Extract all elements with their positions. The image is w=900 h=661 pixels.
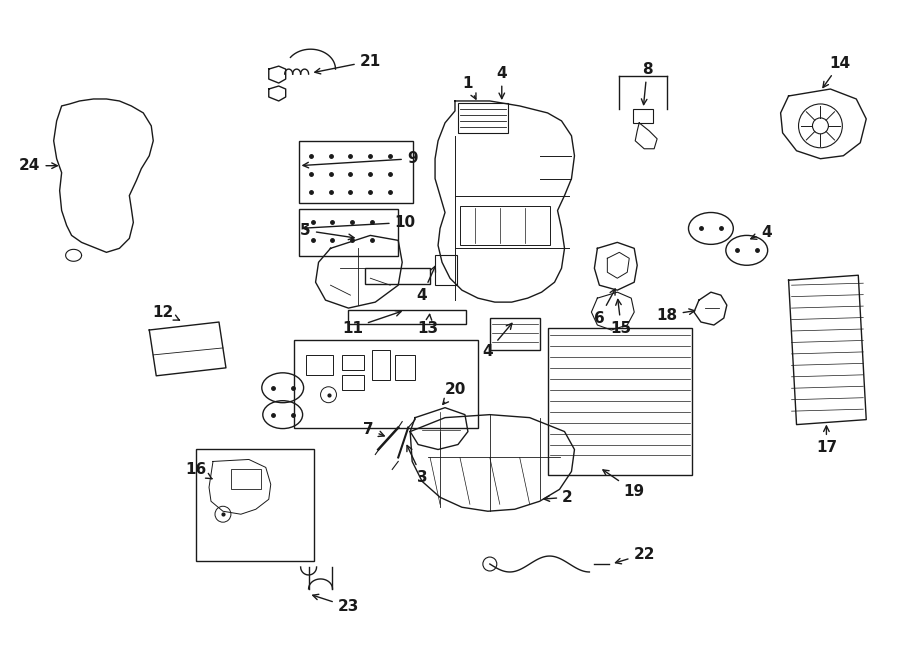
Text: 4: 4 — [497, 65, 507, 98]
Text: 20: 20 — [443, 382, 465, 405]
Text: 9: 9 — [303, 151, 418, 168]
Text: 19: 19 — [603, 470, 644, 499]
Bar — [547, 328, 692, 475]
Text: 7: 7 — [363, 422, 384, 437]
Bar — [458, 103, 508, 133]
Bar — [395, 355, 415, 380]
Bar — [299, 208, 398, 256]
Bar — [460, 206, 550, 245]
Text: 14: 14 — [823, 56, 850, 87]
Text: 8: 8 — [642, 61, 652, 104]
Text: 10: 10 — [303, 215, 416, 231]
Text: 23: 23 — [312, 594, 359, 614]
Bar — [343, 375, 364, 390]
Bar — [435, 255, 457, 285]
Bar — [299, 141, 413, 202]
Bar — [196, 449, 313, 561]
Bar — [348, 310, 466, 324]
Text: 1: 1 — [463, 75, 476, 99]
Text: 18: 18 — [656, 307, 695, 323]
Text: 3: 3 — [407, 446, 428, 485]
Text: 11: 11 — [342, 311, 401, 336]
Bar — [293, 340, 478, 428]
Text: 12: 12 — [153, 305, 179, 320]
Bar — [365, 268, 430, 284]
Text: 2: 2 — [544, 490, 573, 505]
Bar — [634, 109, 653, 123]
Bar — [373, 350, 391, 380]
Text: 24: 24 — [19, 158, 58, 173]
Bar — [343, 355, 364, 370]
Text: 22: 22 — [616, 547, 655, 564]
Text: 4: 4 — [751, 225, 772, 240]
Text: 6: 6 — [594, 289, 616, 326]
Text: 21: 21 — [315, 54, 381, 74]
Text: 17: 17 — [815, 426, 837, 455]
Bar — [490, 318, 540, 350]
Text: 13: 13 — [418, 314, 438, 336]
Text: 15: 15 — [611, 299, 632, 336]
Text: 5: 5 — [301, 223, 354, 240]
Bar — [306, 355, 334, 375]
Text: 4: 4 — [482, 323, 512, 360]
Text: 4: 4 — [417, 266, 436, 303]
Bar — [231, 469, 261, 489]
Text: 16: 16 — [185, 462, 212, 479]
